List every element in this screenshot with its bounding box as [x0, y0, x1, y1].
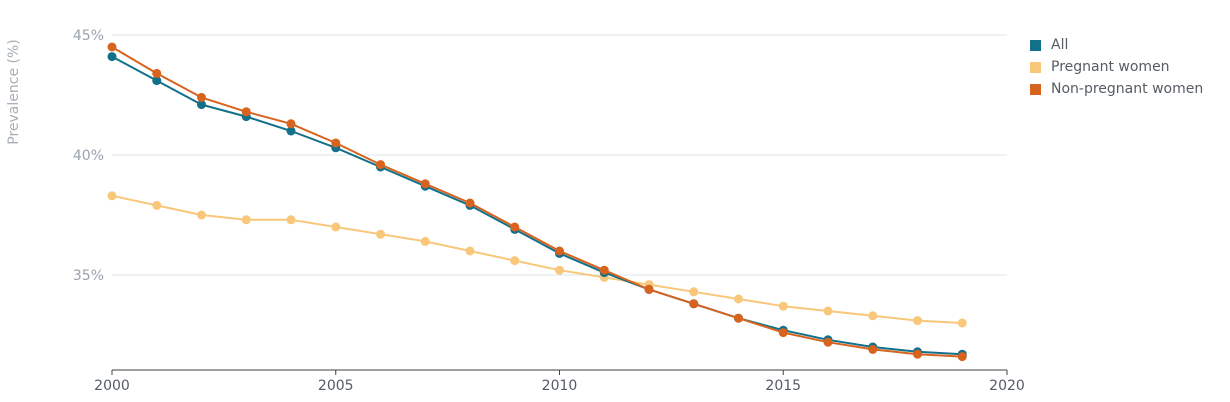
data-point[interactable] [689, 299, 699, 309]
data-point[interactable] [823, 306, 833, 316]
data-point[interactable] [510, 256, 520, 266]
data-point[interactable] [644, 284, 654, 294]
data-point[interactable] [599, 265, 609, 275]
data-point[interactable] [197, 210, 206, 220]
data-point[interactable] [957, 318, 967, 328]
data-point[interactable] [152, 200, 162, 210]
data-point[interactable] [107, 52, 117, 62]
data-point[interactable] [913, 316, 922, 326]
y-axis-label: Prevalence (%) [6, 39, 22, 145]
data-point[interactable] [778, 328, 788, 338]
legend-item[interactable]: Non-pregnant women [1030, 78, 1203, 100]
data-point[interactable] [286, 126, 296, 136]
y-tick-label: 35% [73, 268, 104, 284]
data-point[interactable] [913, 349, 922, 359]
x-tick-label: 2015 [765, 378, 801, 394]
data-point[interactable] [868, 344, 878, 354]
data-point[interactable] [331, 138, 341, 148]
data-point[interactable] [107, 42, 117, 52]
data-point[interactable] [957, 352, 967, 362]
legend-label: Non-pregnant women [1051, 81, 1204, 97]
series-pregnant-women [107, 191, 967, 328]
x-tick-label: 2020 [989, 378, 1025, 394]
data-point[interactable] [331, 222, 341, 232]
series-line [111, 194, 963, 324]
data-point[interactable] [241, 215, 251, 225]
y-tick-label: 40% [73, 148, 104, 164]
data-point[interactable] [241, 107, 251, 117]
data-point[interactable] [823, 337, 833, 347]
data-point[interactable] [510, 222, 520, 232]
gridlines [112, 34, 1007, 276]
data-point[interactable] [197, 92, 206, 102]
x-tick-label: 2005 [318, 378, 354, 394]
data-point[interactable] [152, 68, 162, 78]
legend-label: All [1051, 37, 1069, 53]
x-tick-label: 2010 [542, 378, 578, 394]
data-point[interactable] [689, 287, 699, 297]
data-point[interactable] [868, 311, 878, 321]
data-point[interactable] [152, 76, 162, 86]
x-tick-label: 2000 [94, 378, 130, 394]
data-point[interactable] [778, 301, 788, 311]
data-point[interactable] [107, 191, 117, 201]
data-point[interactable] [465, 198, 475, 208]
data-point[interactable] [286, 215, 296, 225]
data-point[interactable] [286, 119, 296, 129]
series-non-pregnant-women [107, 42, 967, 362]
data-point[interactable] [197, 100, 206, 110]
legend-swatch-icon [1030, 39, 1041, 51]
legend-item[interactable]: Pregnant women [1030, 56, 1203, 78]
legend-label: Pregnant women [1051, 59, 1170, 75]
y-tick-label: 45% [73, 28, 104, 44]
data-point[interactable] [376, 160, 385, 170]
series-line [111, 46, 963, 358]
legend-swatch-icon [1030, 83, 1041, 95]
data-point[interactable] [734, 313, 743, 323]
data-point[interactable] [420, 179, 430, 189]
data-point[interactable] [555, 246, 564, 256]
data-point[interactable] [734, 294, 743, 304]
legend-item[interactable]: All [1030, 34, 1203, 56]
legend: All Pregnant women Non-pregnant women [1030, 34, 1203, 100]
data-point[interactable] [376, 229, 385, 239]
series-line [111, 55, 963, 356]
data-point[interactable] [420, 236, 430, 246]
series-group [107, 42, 967, 362]
data-point[interactable] [555, 265, 564, 275]
axes: 35% 40% 45% 2000 2005 2010 2015 2020 [73, 28, 1025, 394]
data-point[interactable] [465, 246, 475, 256]
legend-swatch-icon [1030, 61, 1041, 73]
